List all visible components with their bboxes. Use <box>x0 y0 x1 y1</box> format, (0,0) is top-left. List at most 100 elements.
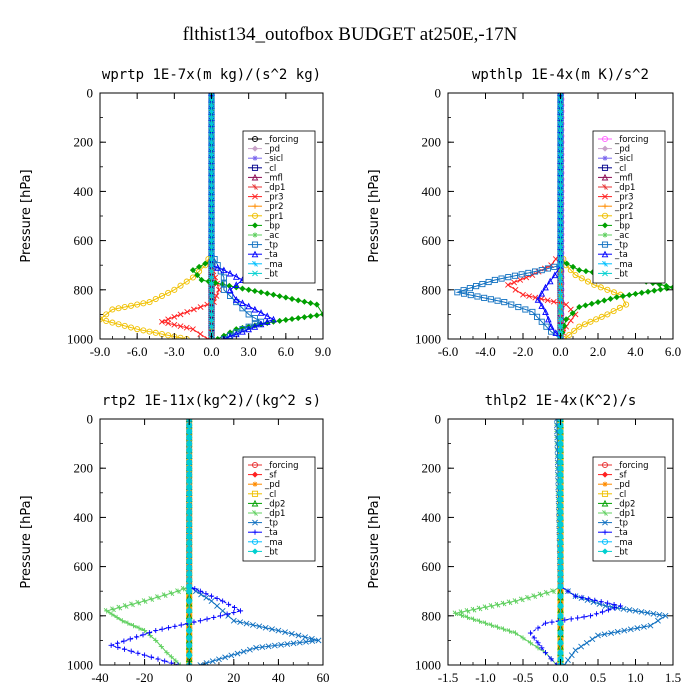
data-point <box>208 213 215 219</box>
data-point <box>582 268 589 275</box>
legend-label: _pr2 <box>264 202 284 212</box>
y-tick-label: 400 <box>74 184 94 199</box>
data-point <box>557 570 564 577</box>
x-tick-label: -6.0 <box>127 344 148 359</box>
legend-marker <box>252 519 258 526</box>
panel-3: rtp2 1E-11x(kg^2)/(kg^2 s) Pressure [hPa]… <box>19 393 330 685</box>
data-point <box>208 126 215 133</box>
data-point <box>186 598 193 605</box>
legend-item: _forcing <box>248 135 299 145</box>
data-point <box>520 635 526 641</box>
y-axis-label: Pressure [hPa] <box>19 495 34 588</box>
legend-label: _tp <box>264 241 278 251</box>
data-point <box>121 646 128 652</box>
legend-item: _forcing <box>248 461 299 471</box>
data-point <box>557 649 564 656</box>
data-point <box>276 317 283 324</box>
data-point <box>557 126 564 133</box>
data-point <box>225 601 232 607</box>
data-point <box>186 446 193 454</box>
data-point <box>208 262 215 269</box>
data-point <box>220 598 226 604</box>
data-point <box>581 321 588 328</box>
data-point <box>134 326 141 333</box>
data-point <box>538 318 545 325</box>
data-point <box>186 642 193 649</box>
y-tick-label: 600 <box>74 559 94 574</box>
data-point <box>161 592 168 599</box>
legend-marker <box>252 270 258 277</box>
data-point <box>557 539 564 546</box>
data-point <box>208 268 215 275</box>
data-point <box>538 267 545 274</box>
data-point <box>529 308 536 315</box>
data-point <box>309 638 316 645</box>
legend-marker <box>251 145 259 152</box>
data-point <box>557 194 564 201</box>
data-point <box>576 303 583 311</box>
data-point <box>315 637 322 644</box>
data-point <box>186 552 193 559</box>
data-point <box>656 611 663 618</box>
data-point <box>183 278 190 285</box>
legend-item: _ac <box>598 231 629 241</box>
data-point <box>224 611 230 617</box>
data-point <box>208 311 215 318</box>
data-point <box>544 315 552 323</box>
panel-title: thlp2 1E-4x(K^2)/s <box>485 393 637 409</box>
legend-item: _bt <box>598 547 629 557</box>
panel-title: rtp2 1E-11x(kg^2)/(kg^2 s) <box>102 393 321 409</box>
data-point <box>620 605 627 612</box>
legend-label: _tp <box>614 519 628 529</box>
x-tick-label: -2.0 <box>513 344 534 359</box>
data-point <box>227 292 234 300</box>
data-point <box>141 598 148 604</box>
data-point <box>578 643 585 650</box>
y-tick-label: 600 <box>422 233 442 248</box>
data-point <box>557 296 564 303</box>
y-axis-label: Pressure [hPa] <box>367 169 382 262</box>
data-point <box>452 610 459 617</box>
data-point <box>557 284 564 291</box>
data-point <box>601 297 608 304</box>
series-line-pr3 <box>506 93 577 339</box>
legend-label: _cl <box>264 490 276 500</box>
data-point <box>566 331 573 338</box>
y-tick-label: 0 <box>87 86 94 101</box>
data-point <box>605 600 611 606</box>
data-point <box>208 305 215 312</box>
data-point <box>632 607 639 614</box>
data-point <box>526 293 533 300</box>
data-point <box>202 260 209 267</box>
data-point <box>115 321 122 328</box>
y-tick-label: 400 <box>422 510 442 525</box>
y-tick-label: 0 <box>435 86 442 101</box>
legend-label: _sicl <box>264 154 283 164</box>
data-point <box>148 654 154 660</box>
data-point <box>638 608 645 615</box>
panel-title: wprtp 1E-7x(m kg)/(s^2 kg) <box>102 67 321 83</box>
data-point <box>130 622 137 629</box>
data-point <box>208 120 215 127</box>
data-point <box>585 596 591 602</box>
panel-title: wpthlp 1E-4x(m K)/s^2 <box>472 67 649 83</box>
data-point <box>208 206 215 213</box>
data-point <box>186 465 193 472</box>
data-point <box>557 558 564 565</box>
legend-item: _bt <box>598 269 629 279</box>
legend-marker <box>601 173 609 181</box>
legend-item: _ta <box>598 250 628 260</box>
data-point <box>575 615 581 621</box>
legend-item: _pd <box>248 145 280 155</box>
data-point <box>598 313 605 320</box>
y-tick-label: 200 <box>74 135 94 150</box>
x-tick-label: 2.0 <box>590 344 606 359</box>
data-point <box>186 471 193 478</box>
legend-item: _forcing <box>598 135 649 145</box>
legend-label: _ta <box>264 250 278 260</box>
y-tick-label: 0 <box>435 412 442 427</box>
legend: _forcing_pd_sicl_cl_mfl_dp1_pr3_pr2_pr1_… <box>242 130 316 284</box>
data-point <box>208 145 215 152</box>
legend: _forcing_pd_sicl_cl_mfl_dp1_pr3_pr2_pr1_… <box>592 130 666 284</box>
legend-label: _pd <box>614 480 630 490</box>
